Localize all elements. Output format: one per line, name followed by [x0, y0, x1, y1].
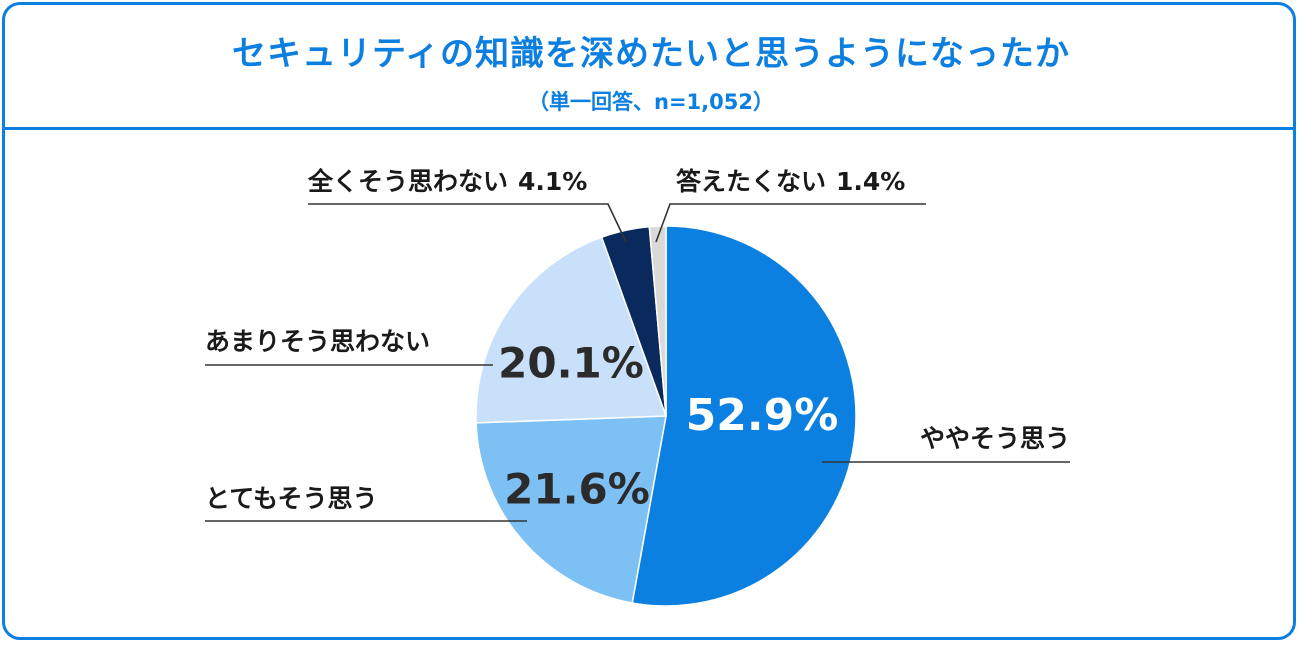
value-label-strongly-agree: 21.6%	[504, 465, 650, 514]
pie-slice-somewhat-disagree	[475, 236, 668, 424]
leader-line-no-answer	[655, 203, 926, 243]
category-label-no-answer: 答えたくない 1.4%	[676, 167, 905, 196]
chart-subtitle: （単一回答、n=1,052）	[528, 90, 774, 114]
category-label-strongly-disagree: 全くそう思わない 4.1%	[307, 167, 587, 196]
category-label-somewhat-disagree: あまりそう思わない	[205, 327, 430, 356]
pie-slice-no-answer	[648, 225, 667, 417]
category-label-somewhat-agree: ややそう思う	[920, 424, 1070, 453]
value-label-somewhat-agree: 52.9%	[686, 390, 839, 441]
pie-slice-somewhat-agree	[631, 225, 857, 607]
value-label-strongly-disagree: 4.1%	[518, 167, 587, 196]
category-label-strongly-agree: とてもそう思う	[205, 484, 378, 513]
value-label-somewhat-disagree: 20.1%	[498, 339, 644, 388]
value-label-no-answer: 1.4%	[836, 167, 905, 196]
pie-slice-strongly-agree	[475, 415, 667, 604]
leader-line-strongly-disagree	[308, 203, 627, 243]
header-divider	[2, 127, 1296, 130]
chart-title: セキュリティの知識を深めたいと思うようになったか	[232, 34, 1070, 74]
